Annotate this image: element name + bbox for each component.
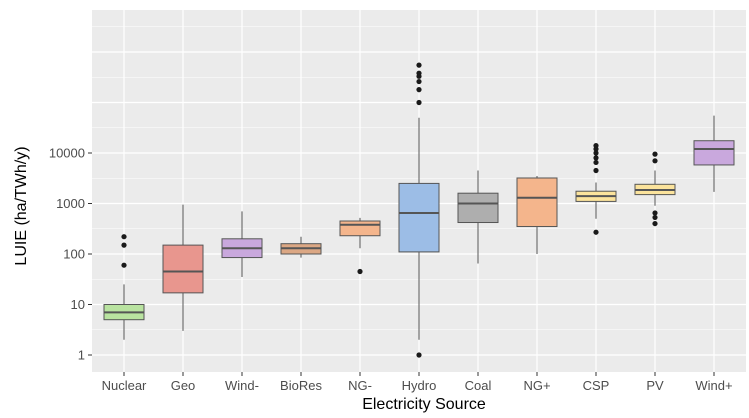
box-series <box>103 62 735 358</box>
outlier-point <box>652 158 658 164</box>
box-iqr <box>398 182 440 253</box>
box-wind- <box>221 211 263 278</box>
box-csp <box>575 143 617 235</box>
x-tick-label: NG+ <box>523 378 550 393</box>
y-tick-label: 10000 <box>49 146 85 161</box>
y-tick-label: 100 <box>63 247 85 262</box>
outlier-point <box>416 99 422 106</box>
x-axis-ticks: Nuclear Geo Wind- BioRes NG- Hydro Coal NG+ CSP P… <box>102 372 733 393</box>
outlier-point <box>652 210 658 216</box>
box-biores <box>280 236 322 258</box>
box-nuclear <box>103 234 145 340</box>
x-tick-label: Hydro <box>402 378 437 393</box>
outlier-point <box>593 143 599 149</box>
y-tick-label: 10 <box>71 297 85 312</box>
x-tick-label: Geo <box>171 378 196 393</box>
x-tick-label: Coal <box>465 378 492 393</box>
outlier-point <box>416 70 422 76</box>
x-tick-label: CSP <box>583 378 610 393</box>
box-iqr <box>162 244 204 294</box>
y-tick-label: 1000 <box>56 196 85 211</box>
outlier-point <box>593 150 599 156</box>
x-tick-label: Wind- <box>225 378 259 393</box>
box-iqr <box>339 220 381 237</box>
x-tick-label: PV <box>646 378 664 393</box>
x-axis-title: Electricity Source <box>362 396 486 413</box>
y-tick-label: 1 <box>78 348 85 363</box>
box-coal <box>457 170 499 264</box>
box-iqr <box>457 192 499 224</box>
outlier-point <box>121 262 127 268</box>
box-ng- <box>516 176 558 254</box>
outlier-point <box>652 151 658 157</box>
outlier-point <box>652 214 658 221</box>
outlier-point <box>416 78 422 85</box>
box-geo <box>162 204 204 331</box>
y-axis-title: LUIE (ha/TWh/y) <box>13 146 30 265</box>
box-wind- <box>693 115 735 192</box>
outlier-point <box>593 229 599 235</box>
outlier-point <box>357 268 363 275</box>
box-iqr <box>516 177 558 228</box>
outlier-point <box>593 167 599 174</box>
outlier-point <box>652 220 658 227</box>
outlier-point <box>121 234 127 240</box>
x-tick-label: Wind+ <box>695 378 732 393</box>
y-axis-ticks: 1 10 100 1000 10000 <box>49 146 92 363</box>
box-iqr <box>693 140 735 166</box>
x-tick-label: NG- <box>348 378 372 393</box>
box-pv <box>634 151 676 227</box>
outlier-point <box>593 159 599 166</box>
outlier-point <box>416 352 422 358</box>
box-hydro <box>398 62 440 358</box>
outlier-point <box>593 155 599 161</box>
outlier-point <box>416 62 422 68</box>
box-ng- <box>339 217 381 275</box>
outlier-point <box>121 242 127 248</box>
x-tick-label: Nuclear <box>102 378 147 393</box>
outlier-point <box>416 87 422 93</box>
x-tick-label: BioRes <box>280 378 322 393</box>
